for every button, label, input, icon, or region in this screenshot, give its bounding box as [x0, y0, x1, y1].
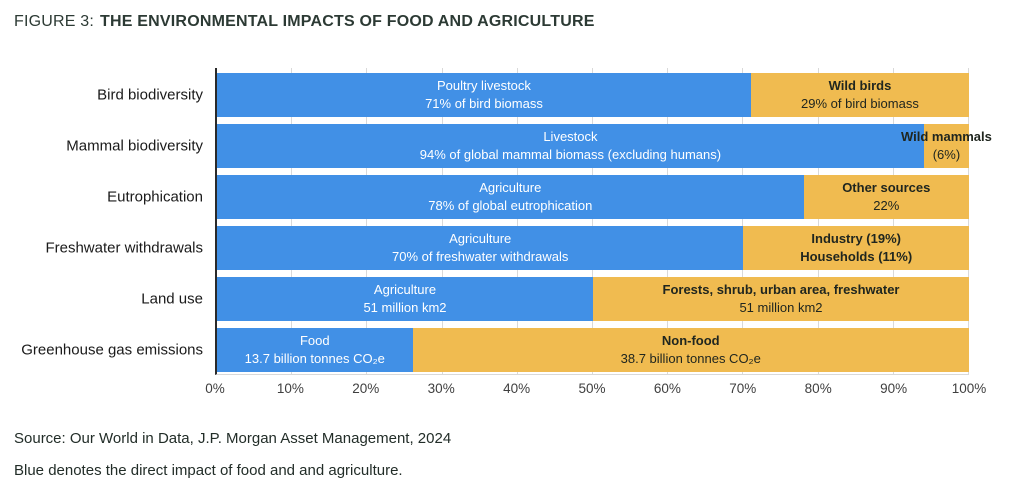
bar-segment-label: Food 13.7 billion tonnes CO₂e [244, 333, 385, 366]
bar-segment-blue: Food 13.7 billion tonnes CO₂e [217, 328, 413, 372]
gridline-60 [667, 68, 669, 374]
bar-segment-label: Non-food 38.7 billion tonnes CO₂e [620, 333, 761, 366]
category-label: Freshwater withdrawals [45, 239, 203, 257]
x-tick-label: 0% [205, 381, 225, 396]
bar-segment-label: Other sources 22% [842, 180, 931, 213]
x-tick-label: 100% [951, 381, 987, 396]
gridline-10 [291, 68, 293, 374]
bar-segment-label: Agriculture 51 million km2 [363, 282, 447, 315]
bar-segment-label: Forests, shrub, urban area, freshwater 51… [662, 282, 900, 315]
bar-segment-label: Poultry livestock 71% of bird biomass [425, 78, 543, 111]
gridline-20 [366, 68, 368, 374]
bar-segment-label: Livestock 94% of global mammal biomass (e… [419, 129, 722, 162]
x-tick-label: 80% [804, 381, 832, 396]
x-axis: 0% 10% 20% 30% 40% 50% 60% 70% 80% 90% 100% [205, 381, 986, 401]
bar-segment-blue: Poultry livestock 71% of bird biomass [217, 73, 751, 117]
gridline-80 [817, 68, 819, 374]
x-tick-label: 70% [729, 381, 757, 396]
bar-segment-label: Wild birds 29% of bird biomass [801, 78, 919, 111]
bar-segment-orange: Forests, shrub, urban area, freshwater 51… [593, 277, 969, 321]
x-tick-label: 40% [503, 381, 531, 396]
bar-row-2: Eutrophication Agriculture 78% of global e… [107, 175, 969, 219]
figure-title: FIGURE 3: THE ENVIRONMENTAL IMPACTS OF FO… [14, 13, 595, 31]
category-label: Greenhouse gas emissions [21, 341, 203, 359]
bar-segment-orange: Industry (19%) Households (11%) [743, 226, 969, 270]
figure-title-text: THE ENVIRONMENTAL IMPACTS OF FOOD AND AG… [100, 13, 595, 30]
bar-row-4: Land use Agriculture 51 million km2 Forests… [141, 277, 969, 321]
gridline-90 [892, 68, 894, 374]
bar-segment-orange: Non-food 38.7 billion tonnes CO₂e [412, 328, 969, 372]
source-text: Source: Our World in Data, J.P. Morgan A… [14, 430, 452, 447]
chart-rows: Bird biodiversity Poultry livestock 71% of… [21, 73, 992, 379]
x-tick-label: 10% [276, 381, 304, 396]
category-label: Eutrophication [107, 188, 203, 206]
bar-segment-blue: Livestock 94% of global mammal biomass (e… [217, 124, 924, 168]
bar-segment-blue: Agriculture 78% of global eutrophication [217, 175, 804, 219]
gridline-100 [968, 68, 969, 374]
x-tick-label: 30% [427, 381, 455, 396]
gridline-70 [742, 68, 744, 374]
bar-segment-orange: Wild mammals (6%) [901, 124, 992, 168]
category-label: Land use [141, 290, 203, 308]
bar-row-3: Freshwater withdrawals Agriculture 70% of … [45, 226, 969, 270]
legend-note: Blue denotes the direct impact of food a… [14, 462, 403, 479]
x-tick-label: 20% [352, 381, 380, 396]
gridline-40 [516, 68, 518, 374]
x-tick-label: 60% [653, 381, 681, 396]
category-label: Mammal biodiversity [66, 137, 203, 155]
bar-row-1: Mammal biodiversity Livestock 94% of globa… [66, 124, 992, 168]
x-tick-label: 50% [578, 381, 606, 396]
bar-segment-label: Agriculture 78% of global eutrophication [428, 180, 593, 213]
bar-segment-label: Industry (19%) Households (11%) [800, 231, 913, 264]
figure-number: FIGURE 3: [14, 13, 95, 30]
category-label: Bird biodiversity [97, 86, 203, 104]
gridline-50 [592, 68, 593, 374]
gridline-30 [441, 68, 443, 374]
stacked-bar-chart: Bird biodiversity Poultry livestock 71% of… [21, 68, 992, 375]
bar-segment-orange: Wild birds 29% of bird biomass [750, 73, 969, 117]
bar-segment-label: Agriculture 70% of freshwater withdrawals [392, 231, 569, 264]
bar-row-0: Bird biodiversity Poultry livestock 71% of… [97, 73, 969, 117]
bar-segment-blue: Agriculture 51 million km2 [217, 277, 593, 321]
x-tick-label: 90% [880, 381, 908, 396]
bar-segment-label: Wild mammals (6%) [900, 129, 992, 162]
bar-row-5: Greenhouse gas emissions Food 13.7 billion… [21, 328, 969, 372]
bar-segment-blue: Agriculture 70% of freshwater withdrawals [217, 226, 744, 270]
bar-segment-orange: Other sources 22% [803, 175, 969, 219]
